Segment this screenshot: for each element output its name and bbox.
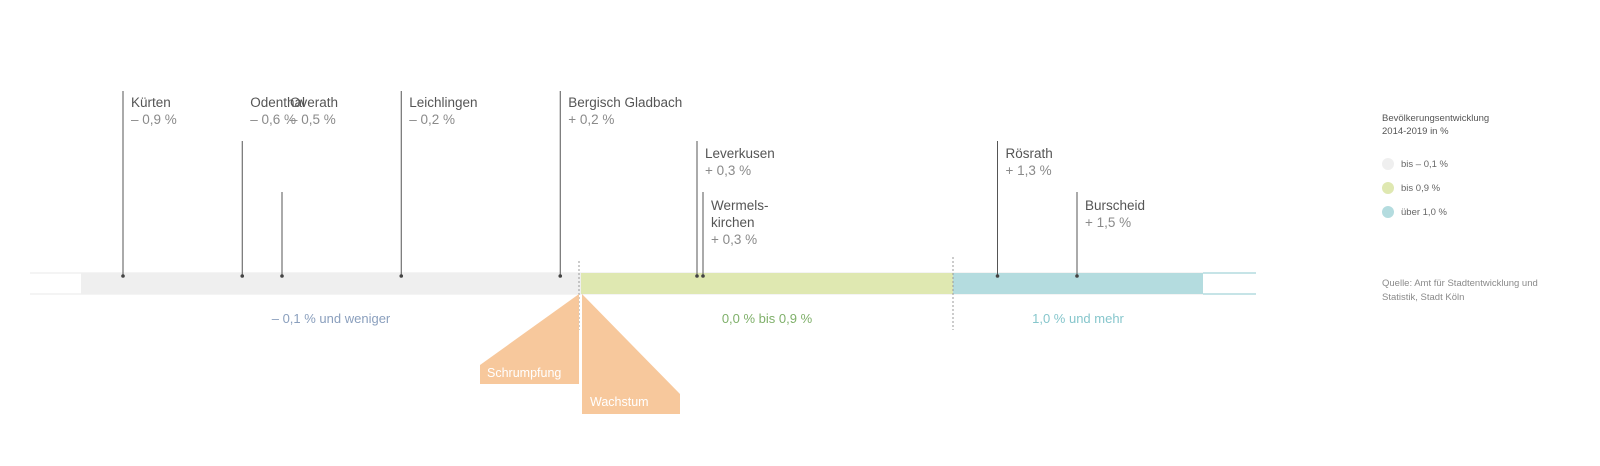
grow-arrow: [582, 294, 680, 414]
legend-dot-high: [1382, 206, 1394, 218]
city-value-2: – 0,5 %: [290, 112, 336, 127]
marker-dot-8: [1075, 274, 1079, 278]
city-name-2: Overath: [290, 95, 338, 110]
city-name-8: Burscheid: [1085, 198, 1145, 213]
city-name-3: Leichlingen: [409, 95, 477, 110]
range-band-1: [581, 273, 953, 294]
legend-item-low: bis – 0,1 %: [1382, 152, 1582, 176]
marker-dot-6: [701, 274, 705, 278]
legend-label-high: über 1,0 %: [1401, 206, 1447, 218]
marker-dot-3: [399, 274, 404, 278]
city-value-1: – 0,6 %: [250, 112, 296, 127]
grow-label: Wachstum: [590, 395, 649, 409]
legend-item-mid: bis 0,9 %: [1382, 176, 1582, 200]
legend-label-low: bis – 0,1 %: [1401, 158, 1448, 170]
marker-dot-5: [695, 274, 699, 278]
range-label-1: 0,0 % bis 0,9 %: [722, 311, 813, 326]
marker-dot-4: [558, 274, 563, 278]
city-name-4: Bergisch Gladbach: [568, 95, 682, 110]
marker-dot-0: [121, 274, 125, 278]
city-name-1: Odenthal: [250, 95, 305, 110]
city-value-0: – 0,9 %: [131, 112, 177, 127]
city-name-7: Rösrath: [1006, 146, 1053, 161]
range-band-2: [953, 273, 1203, 294]
legend-title: Bevölkerungsentwicklung 2014-2019 in %: [1382, 113, 1490, 137]
city-name-6: Wermels-: [711, 198, 769, 213]
city-name-0: Kürten: [131, 95, 171, 110]
legend-dot-mid: [1382, 182, 1394, 194]
range-band-0: [81, 273, 581, 294]
city-value-6: + 0,3 %: [711, 232, 757, 247]
range-label-2: 1,0 % und mehr: [1032, 311, 1124, 326]
shrink-arrow: [480, 294, 579, 384]
city-name-6-1: kirchen: [711, 215, 755, 230]
range-label-0: – 0,1 % und weniger: [272, 311, 391, 326]
city-value-7: + 1,3 %: [1006, 163, 1052, 178]
city-value-3: – 0,2 %: [409, 112, 455, 127]
marker-dot-7: [995, 274, 1000, 278]
marker-dot-2: [280, 274, 284, 278]
city-name-5: Leverkusen: [705, 146, 775, 161]
marker-dot-1: [240, 274, 245, 278]
city-value-4: + 0,2 %: [568, 112, 614, 127]
legend-dot-low: [1382, 158, 1394, 170]
source-note: Quelle: Amt für Stadtentwicklung und Sta…: [1382, 278, 1538, 303]
city-value-5: + 0,3 %: [705, 163, 751, 178]
legend-label-mid: bis 0,9 %: [1401, 182, 1441, 194]
legend: Bevölkerungsentwicklung 2014-2019 in % b…: [1382, 112, 1582, 224]
shrink-label: Schrumpfung: [487, 366, 561, 380]
legend-item-high: über 1,0 %: [1382, 200, 1582, 224]
city-value-8: + 1,5 %: [1085, 215, 1131, 230]
